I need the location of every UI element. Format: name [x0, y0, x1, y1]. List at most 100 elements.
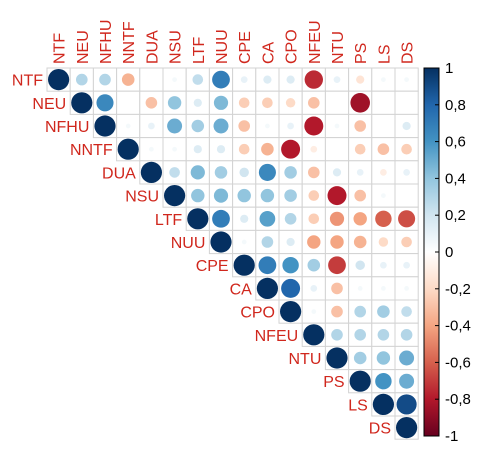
- correlation-circle-ca-ca: [256, 277, 278, 299]
- correlation-circle-ltf-ca: [259, 210, 276, 227]
- colorbar-tick-label: 0,6: [445, 134, 466, 151]
- correlation-circle-neu-ltf: [193, 98, 202, 107]
- correlation-circle-nntf-nsu: [172, 146, 177, 152]
- correlation-circle-nntf-cpe: [238, 143, 250, 155]
- correlation-circle-ntf-nntf: [121, 73, 135, 86]
- correlation-circle-neu-cpe: [238, 97, 250, 109]
- colorbar-tick-label: -0,6: [445, 354, 471, 371]
- correlation-circle-nfeu-nfeu: [303, 324, 325, 346]
- correlation-circle-ltf-nuu: [212, 209, 230, 228]
- correlation-circle-nfhu-ds: [402, 121, 411, 131]
- correlation-circle-nsu-ntu: [327, 186, 347, 206]
- correlation-circle-dua-ca: [258, 163, 276, 181]
- row-label-ps: PS: [323, 374, 344, 391]
- correlation-circle-nuu-cpe: [241, 239, 247, 245]
- correlation-circle-nuu-ds: [401, 236, 412, 248]
- correlation-circle-ntu-ds: [399, 350, 415, 366]
- correlation-circle-ntf-nfhu: [99, 73, 111, 86]
- colorbar-tick-label: 0,4: [445, 170, 466, 187]
- row-label-ntu: NTU: [289, 351, 322, 368]
- correlation-circle-ntf-ntu: [333, 76, 341, 83]
- correlation-circle-ltf-ds: [398, 210, 416, 228]
- correlation-circle-nntf-ds: [401, 143, 412, 155]
- correlation-circle-ntu-ps: [353, 351, 367, 365]
- correlation-circle-ltf-ltf: [187, 208, 209, 230]
- colorbar-tick-label: -1: [445, 428, 458, 445]
- correlation-circle-ntf-nuu: [212, 70, 230, 89]
- correlation-circle-nsu-ca: [260, 188, 275, 203]
- correlation-circle-nntf-ltf: [193, 145, 202, 154]
- correlation-circle-ca-nfeu: [310, 285, 318, 292]
- correlation-circle-ntf-cpe: [240, 76, 248, 83]
- correlation-circle-nsu-cpo: [284, 189, 297, 202]
- correlation-circle-dua-ds: [403, 169, 410, 176]
- correlation-circle-ca-ds: [404, 286, 409, 291]
- correlation-circle-ps-ls: [375, 372, 392, 390]
- correlation-circle-nntf-ca: [261, 142, 274, 156]
- correlation-circle-cpo-ds: [401, 306, 412, 317]
- correlation-circle-neu-ca: [262, 97, 273, 109]
- correlation-circle-dua-ps: [356, 169, 364, 176]
- correlation-circle-nuu-nuu: [210, 231, 232, 253]
- correlation-circle-ntf-ps: [356, 75, 365, 84]
- column-label-ca: CA: [260, 41, 277, 64]
- correlation-circle-nntf-nntf: [117, 138, 139, 160]
- correlation-circle-nfhu-nsu: [167, 118, 183, 134]
- correlation-circle-ntf-nfeu: [304, 70, 323, 89]
- correlation-circle-ps-ds: [399, 373, 415, 389]
- colorbar-tick-label: 0,2: [445, 207, 466, 224]
- row-label-nsu: NSU: [125, 189, 159, 206]
- colorbar-tick-label: 1: [445, 60, 453, 77]
- correlation-circle-nfhu-ntu: [334, 123, 340, 129]
- correlation-circle-nuu-cpo: [286, 237, 295, 247]
- correlation-circle-cpe-ntu: [328, 256, 346, 275]
- correlation-circle-nfhu-ls: [382, 124, 385, 128]
- correlation-circle-nsu-cpe: [237, 188, 251, 203]
- correlation-circle-cpe-ls: [380, 261, 387, 269]
- correlation-circle-ps-ps: [349, 370, 371, 392]
- correlation-circle-cpe-nfeu: [307, 258, 321, 272]
- correlation-circle-neu-ds: [405, 101, 408, 105]
- correlation-circle-neu-ntu: [335, 101, 339, 105]
- correlation-circle-nntf-nfeu: [310, 145, 318, 153]
- correlation-circle-nfhu-nfeu: [304, 116, 324, 136]
- correlation-circle-cpo-ls: [377, 305, 390, 318]
- row-label-ca: CA: [230, 281, 253, 298]
- correlation-circle-nfhu-nfhu: [94, 115, 116, 137]
- correlation-circle-nsu-ps: [354, 189, 367, 202]
- correlation-circles: [48, 69, 418, 439]
- correlation-circle-ltf-ls: [375, 210, 392, 228]
- correlation-circle-cpo-nfeu: [311, 309, 317, 314]
- correlation-circle-ntf-nsu: [172, 77, 177, 82]
- correlation-circle-ntf-neu: [75, 73, 88, 86]
- correlation-circle-ntf-cpo: [286, 75, 295, 84]
- correlation-circle-ls-ls: [372, 393, 394, 415]
- row-label-ds: DS: [369, 421, 391, 438]
- correlation-circle-nsu-ls: [381, 193, 386, 198]
- column-label-ds: DS: [400, 42, 417, 64]
- correlation-circle-ntf-dua: [150, 78, 153, 81]
- column-label-cpo: CPO: [284, 29, 301, 64]
- column-label-cpe: CPE: [237, 31, 254, 64]
- row-label-nfeu: NFEU: [255, 328, 299, 345]
- column-label-nuu: NUU: [214, 29, 231, 64]
- correlation-circle-cpo-cpo: [280, 301, 302, 323]
- correlation-circle-dua-cpo: [284, 166, 297, 179]
- correlation-circle-dua-ltf: [190, 165, 205, 180]
- correlation-circle-cpo-ps: [354, 305, 367, 318]
- correlation-circle-nuu-ntu: [330, 235, 344, 249]
- colorbar-tick-label: -0,4: [445, 318, 471, 335]
- correlation-circle-neu-ls: [382, 101, 385, 105]
- correlation-circle-dua-ls: [380, 169, 387, 176]
- column-label-dua: DUA: [144, 30, 161, 64]
- column-label-nntf: NNTF: [121, 21, 138, 64]
- correlation-circle-ca-ntu: [331, 282, 343, 295]
- row-label-nuu: NUU: [171, 235, 206, 252]
- correlation-circle-neu-dua: [145, 96, 158, 109]
- correlation-circle-cpe-cpo: [282, 256, 299, 274]
- correlation-circle-dua-dua: [140, 161, 162, 183]
- correlation-circle-ntu-ls: [376, 351, 391, 365]
- correlation-circle-nfeu-ds: [400, 328, 413, 341]
- correlation-circle-nsu-nsu: [164, 185, 186, 207]
